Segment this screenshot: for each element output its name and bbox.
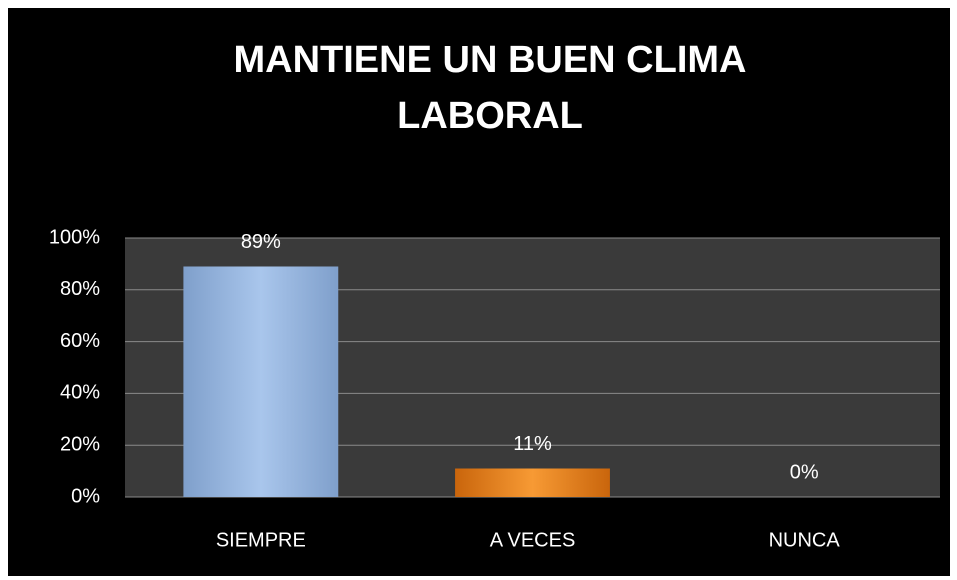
data-label: 0%: [790, 461, 819, 483]
x-tick-label: A VECES: [490, 529, 576, 551]
y-tick-label: 100%: [49, 226, 100, 248]
bar: [183, 266, 339, 497]
y-tick-label: 60%: [60, 330, 100, 352]
x-tick-label: SIEMPRE: [216, 529, 306, 551]
y-tick-label: 20%: [60, 433, 100, 455]
y-tick-label: 40%: [60, 382, 100, 404]
y-tick-label: 80%: [60, 278, 100, 300]
y-tick-label: 0%: [71, 485, 100, 507]
chart-title: LABORAL: [397, 95, 583, 137]
data-label: 89%: [241, 231, 281, 253]
x-tick-label: NUNCA: [769, 529, 841, 551]
chart-title: MANTIENE UN BUEN CLIMA: [234, 39, 747, 81]
data-label: 11%: [513, 433, 552, 455]
bar: [455, 468, 610, 497]
